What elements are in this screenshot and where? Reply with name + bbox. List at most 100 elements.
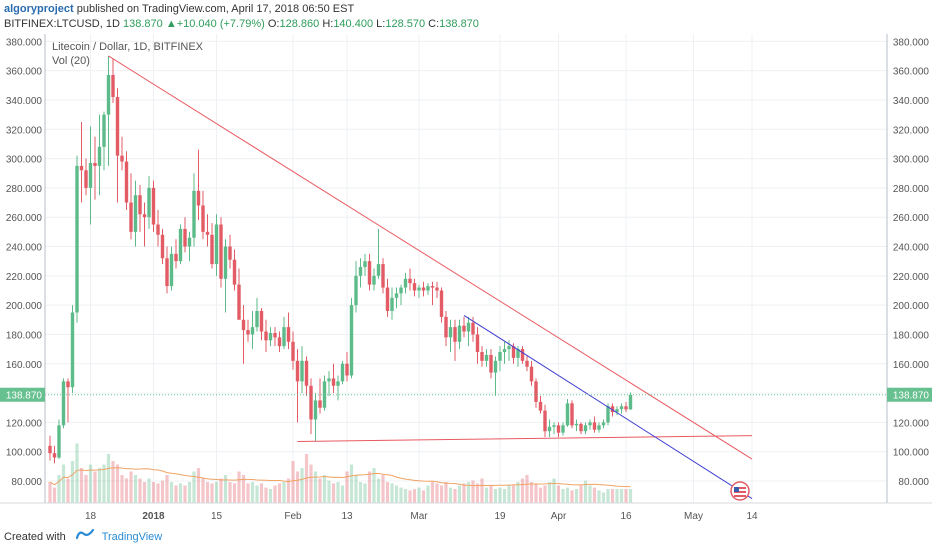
candle-body [570,403,574,426]
candle-body [277,337,282,347]
volume-bar [529,482,534,503]
candle-body [439,290,444,317]
flag-icon[interactable] [730,481,750,501]
volume-bar [556,485,561,503]
volume-bar [403,489,408,503]
candle-body [286,327,291,342]
volume-bar [597,490,601,503]
volume-bar [187,482,192,503]
volume-bar [246,483,250,503]
price-chart[interactable]: 80.000100.000120.000140.000160.000180.00… [0,34,932,526]
volume-bar [385,482,390,503]
chart-header: algoryproject published on TradingView.c… [4,2,924,34]
candle-body [246,330,250,335]
y-tick-label-left: 300.000 [6,155,43,166]
candle-body [295,360,300,382]
volume-bar [489,485,493,503]
volume-bar [592,487,597,503]
x-tick-label: 13 [341,511,353,522]
candle-body [588,422,592,426]
volume-bar [237,471,241,503]
y-tick-label-left: 260.000 [6,213,43,224]
candle-body [381,264,385,288]
candle-body [376,264,381,276]
candle-body [97,146,102,166]
current-price-label-right: 138.870 [893,391,930,402]
volume-bar [277,483,282,503]
candle-body [417,287,421,291]
price-axis-right[interactable]: 80.000100.000120.000140.000160.000180.00… [893,37,930,488]
y-tick-label-right: 280.000 [893,184,930,195]
volume-bar [408,490,412,503]
candle-body [552,425,556,427]
volume-bar [516,482,520,503]
volume-bar [115,464,120,503]
y-tick-label-right: 360.000 [893,67,930,78]
candle-body [390,297,394,312]
volume-bar [210,483,214,503]
candle-body [291,341,295,361]
volume-bar [61,464,66,503]
volume-bar [426,485,430,503]
candle-body [66,381,70,388]
volume-bar [511,485,516,503]
volume-bar [214,482,219,503]
volume-bar [376,478,381,503]
candle-body [61,381,66,426]
trendline-red[interactable] [297,435,753,442]
volume-bar [268,489,273,503]
volume-bar [453,489,457,503]
candle-body [412,283,417,291]
candle-body [367,261,372,285]
volume-bar [466,482,471,503]
candle-body [205,231,210,235]
legend-volume: Vol (20) [52,55,90,67]
volume-bar [448,487,453,503]
current-price-label-left: 138.870 [6,391,43,402]
candle-body [520,349,525,361]
volume-bar [565,487,570,503]
volume-bar [57,475,61,503]
trendline-red[interactable] [108,55,753,460]
volume-bar [48,482,52,503]
volume-bar [196,468,201,503]
candle-body [75,165,79,313]
symbol-label: BITFINEX:LTCUSD, 1D [4,18,120,30]
tradingview-brand-link[interactable]: TradingView [101,531,163,543]
volume-bar [313,471,318,503]
candle-body [88,162,93,188]
volume-bar [70,461,75,503]
candle-body [174,253,178,262]
candle-body [345,363,349,376]
x-tick-label: Feb [284,511,302,522]
x-tick-label: 14 [746,511,758,522]
author-link[interactable]: algoryproject [4,3,74,15]
candle-body [480,352,484,361]
y-tick-label-left: 220.000 [6,272,43,283]
volume-bar [331,483,336,503]
candle-body [196,190,201,206]
y-tick-label-left: 320.000 [6,125,43,136]
volume-bar [160,480,165,503]
volume-bar [219,478,223,503]
volume-bar [169,482,174,503]
candle-body [57,425,61,458]
volume-bar [417,487,421,503]
volume-bar [480,478,484,503]
volume-bar [543,485,547,503]
volume-bar [318,478,322,503]
volume-bar [322,475,327,503]
trendline-blue[interactable] [463,314,753,500]
candle-body [426,286,430,291]
trendlines[interactable] [108,55,753,500]
volume-bar [75,443,79,503]
time-axis[interactable]: 18 2018 15 Feb 13 Mar 19 Apr 16 May 14 [85,511,758,522]
candle-body [534,381,538,402]
volume-bar [507,485,511,503]
volume-bar [79,468,84,503]
volume-bar [111,461,115,503]
candle-body [444,316,448,338]
volume-bar [106,454,111,503]
volume-bar [151,482,156,503]
volume-bar [484,487,489,503]
